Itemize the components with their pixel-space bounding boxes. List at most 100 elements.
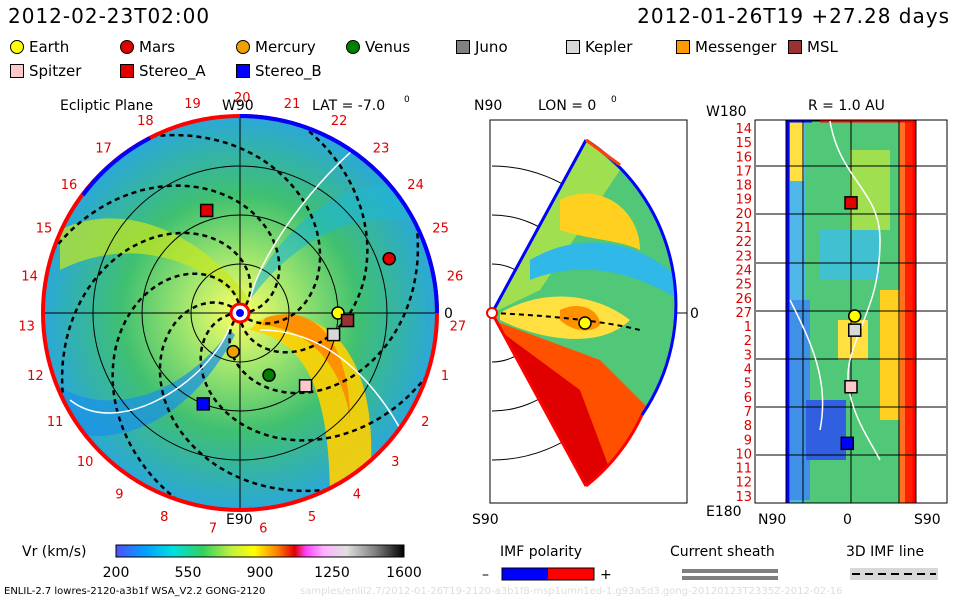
carrington-tick-label: 24 <box>407 178 424 193</box>
colorbar-tick-label: 1250 <box>314 565 350 581</box>
stereo_b-marker <box>196 397 211 411</box>
stereo_a-marker <box>199 203 214 218</box>
meridional-right-label: 0 <box>690 306 699 322</box>
colorbar-tick-label: 200 <box>103 565 130 581</box>
stereo_b-radial-marker <box>840 436 855 451</box>
legend-label: Mercury <box>255 38 316 56</box>
kepler-marker <box>326 327 341 342</box>
earth-marker-icon <box>10 40 24 54</box>
radial-y-tick-label: 9 <box>744 433 752 448</box>
imf-polarity-legend <box>501 567 595 581</box>
legend-label: Venus <box>365 38 411 56</box>
colorbar: 200 550 900 1250 1600 <box>103 544 422 581</box>
radial-y-tick-label: 3 <box>744 348 752 363</box>
radial-y-labels: 1415161718192021222324252627123456789101… <box>735 122 752 505</box>
carrington-tick-label: 7 <box>209 522 217 537</box>
imf-polarity-title: IMF polarity <box>500 544 583 560</box>
legend-label: Mars <box>139 38 176 56</box>
radial-y-tick-label: 13 <box>735 490 752 505</box>
stereo_b-marker-icon <box>236 64 250 78</box>
meridional-panel: N90 LON = 0 0 S90 0 <box>472 95 699 528</box>
legend-label: Stereo_A <box>139 62 206 80</box>
radial-y-tick-label: 7 <box>744 405 752 420</box>
legend-item-msl: MSL <box>788 38 838 56</box>
carrington-tick-label: 16 <box>61 178 78 193</box>
spitzer-radial-marker <box>844 379 858 394</box>
earth-radial-marker <box>847 309 862 323</box>
radial-y-tick-label: 1 <box>744 320 752 335</box>
carrington-tick-label: 21 <box>284 97 301 112</box>
colorbar-label: Vr (km/s) <box>22 544 87 560</box>
radial-top-label: W180 <box>706 104 747 120</box>
radial-y-tick-label: 17 <box>735 164 752 179</box>
carrington-tick-label: 6 <box>259 522 267 537</box>
colorbar-tick-label: 900 <box>247 565 274 581</box>
legend-item-kepler: Kepler <box>566 38 632 56</box>
current-sheath-legend <box>682 569 778 580</box>
carrington-tick-label: 17 <box>95 142 112 157</box>
meridional-earth-marker <box>578 316 592 330</box>
radial-y-tick-label: 2 <box>744 334 752 349</box>
imf-line-title: 3D IMF line <box>846 544 925 560</box>
footer-left: ENLIL-2.7 lowres-2120-a3b1f WSA_V2.2 GON… <box>4 586 266 597</box>
radial-y-tick-label: 22 <box>735 235 752 250</box>
radial-y-tick-label: 11 <box>735 462 752 477</box>
legend-item-earth: Earth <box>10 38 69 56</box>
radial-panel: 1415161718192021222324252627123456789101… <box>706 98 948 528</box>
carrington-tick-label: 15 <box>36 221 53 236</box>
carrington-tick-label: 23 <box>373 142 390 157</box>
radial-y-tick-label: 23 <box>735 249 752 264</box>
mars-marker-icon <box>120 40 134 54</box>
radial-y-tick-label: 18 <box>735 179 752 194</box>
carrington-tick-label: 19 <box>184 97 201 112</box>
meridional-top-label: N90 <box>474 98 502 114</box>
carrington-tick-label: 14 <box>21 270 38 285</box>
kepler-radial-marker <box>847 323 862 337</box>
imf-line-legend <box>850 568 938 580</box>
radial-y-tick-label: 8 <box>744 419 752 434</box>
legend-item-spitzer: Spitzer <box>10 62 81 80</box>
legend-item-stereo_a: Stereo_A <box>120 62 206 80</box>
radial-title: R = 1.0 AU <box>808 98 885 114</box>
meridional-lon-deg: 0 <box>611 95 617 105</box>
imf-spiral-line <box>83 133 322 325</box>
carrington-tick-label: 22 <box>331 114 348 129</box>
carrington-tick-label: 3 <box>391 455 399 470</box>
legend-label: Messenger <box>695 38 777 56</box>
ecliptic-panel: 20 21222324252627123456789101112131415161… <box>18 91 466 537</box>
radial-y-tick-label: 19 <box>735 193 752 208</box>
ecliptic-right-label: 0 <box>444 306 453 322</box>
carrington-tick-label: 4 <box>353 488 361 503</box>
timestamp-left: 2012-02-23T02:00 <box>8 4 211 28</box>
carrington-tick-label: 1 <box>441 369 449 384</box>
carrington-tick-label: 5 <box>308 510 316 525</box>
legend-label: Kepler <box>585 38 633 56</box>
radial-y-tick-label: 24 <box>735 264 752 279</box>
imf-spiral-line <box>239 116 369 354</box>
radial-y-tick-label: 15 <box>735 136 752 151</box>
carrington-tick-label: 26 <box>447 270 464 285</box>
carrington-tick-label: 20 <box>234 91 251 106</box>
radial-x-label-0: 0 <box>843 512 852 528</box>
legend-label: Earth <box>29 38 70 56</box>
current-sheath-title: Current sheath <box>670 544 775 560</box>
radial-y-tick-label: 5 <box>744 377 752 392</box>
legend-label: Spitzer <box>29 62 82 80</box>
carrington-tick-label: 25 <box>432 221 449 236</box>
kepler-marker-icon <box>566 40 580 54</box>
mars-marker <box>382 251 396 266</box>
carrington-tick-label: 18 <box>137 114 154 129</box>
ecliptic-lat-deg: 0 <box>404 95 410 105</box>
imf-spiral-line <box>199 312 437 442</box>
ecliptic-title: Ecliptic Plane <box>60 98 153 114</box>
carrington-tick-label: 12 <box>27 369 44 384</box>
venus-marker <box>262 368 276 382</box>
carrington-tick-label: 10 <box>77 455 94 470</box>
legend-label: MSL <box>807 38 838 56</box>
radial-bodies <box>840 196 862 451</box>
carrington-tick-label: 8 <box>160 510 168 525</box>
venus-marker-icon <box>346 40 360 54</box>
ecliptic-lat-label: LAT = -7.0 <box>312 98 385 114</box>
radial-y-tick-label: 26 <box>735 292 752 307</box>
